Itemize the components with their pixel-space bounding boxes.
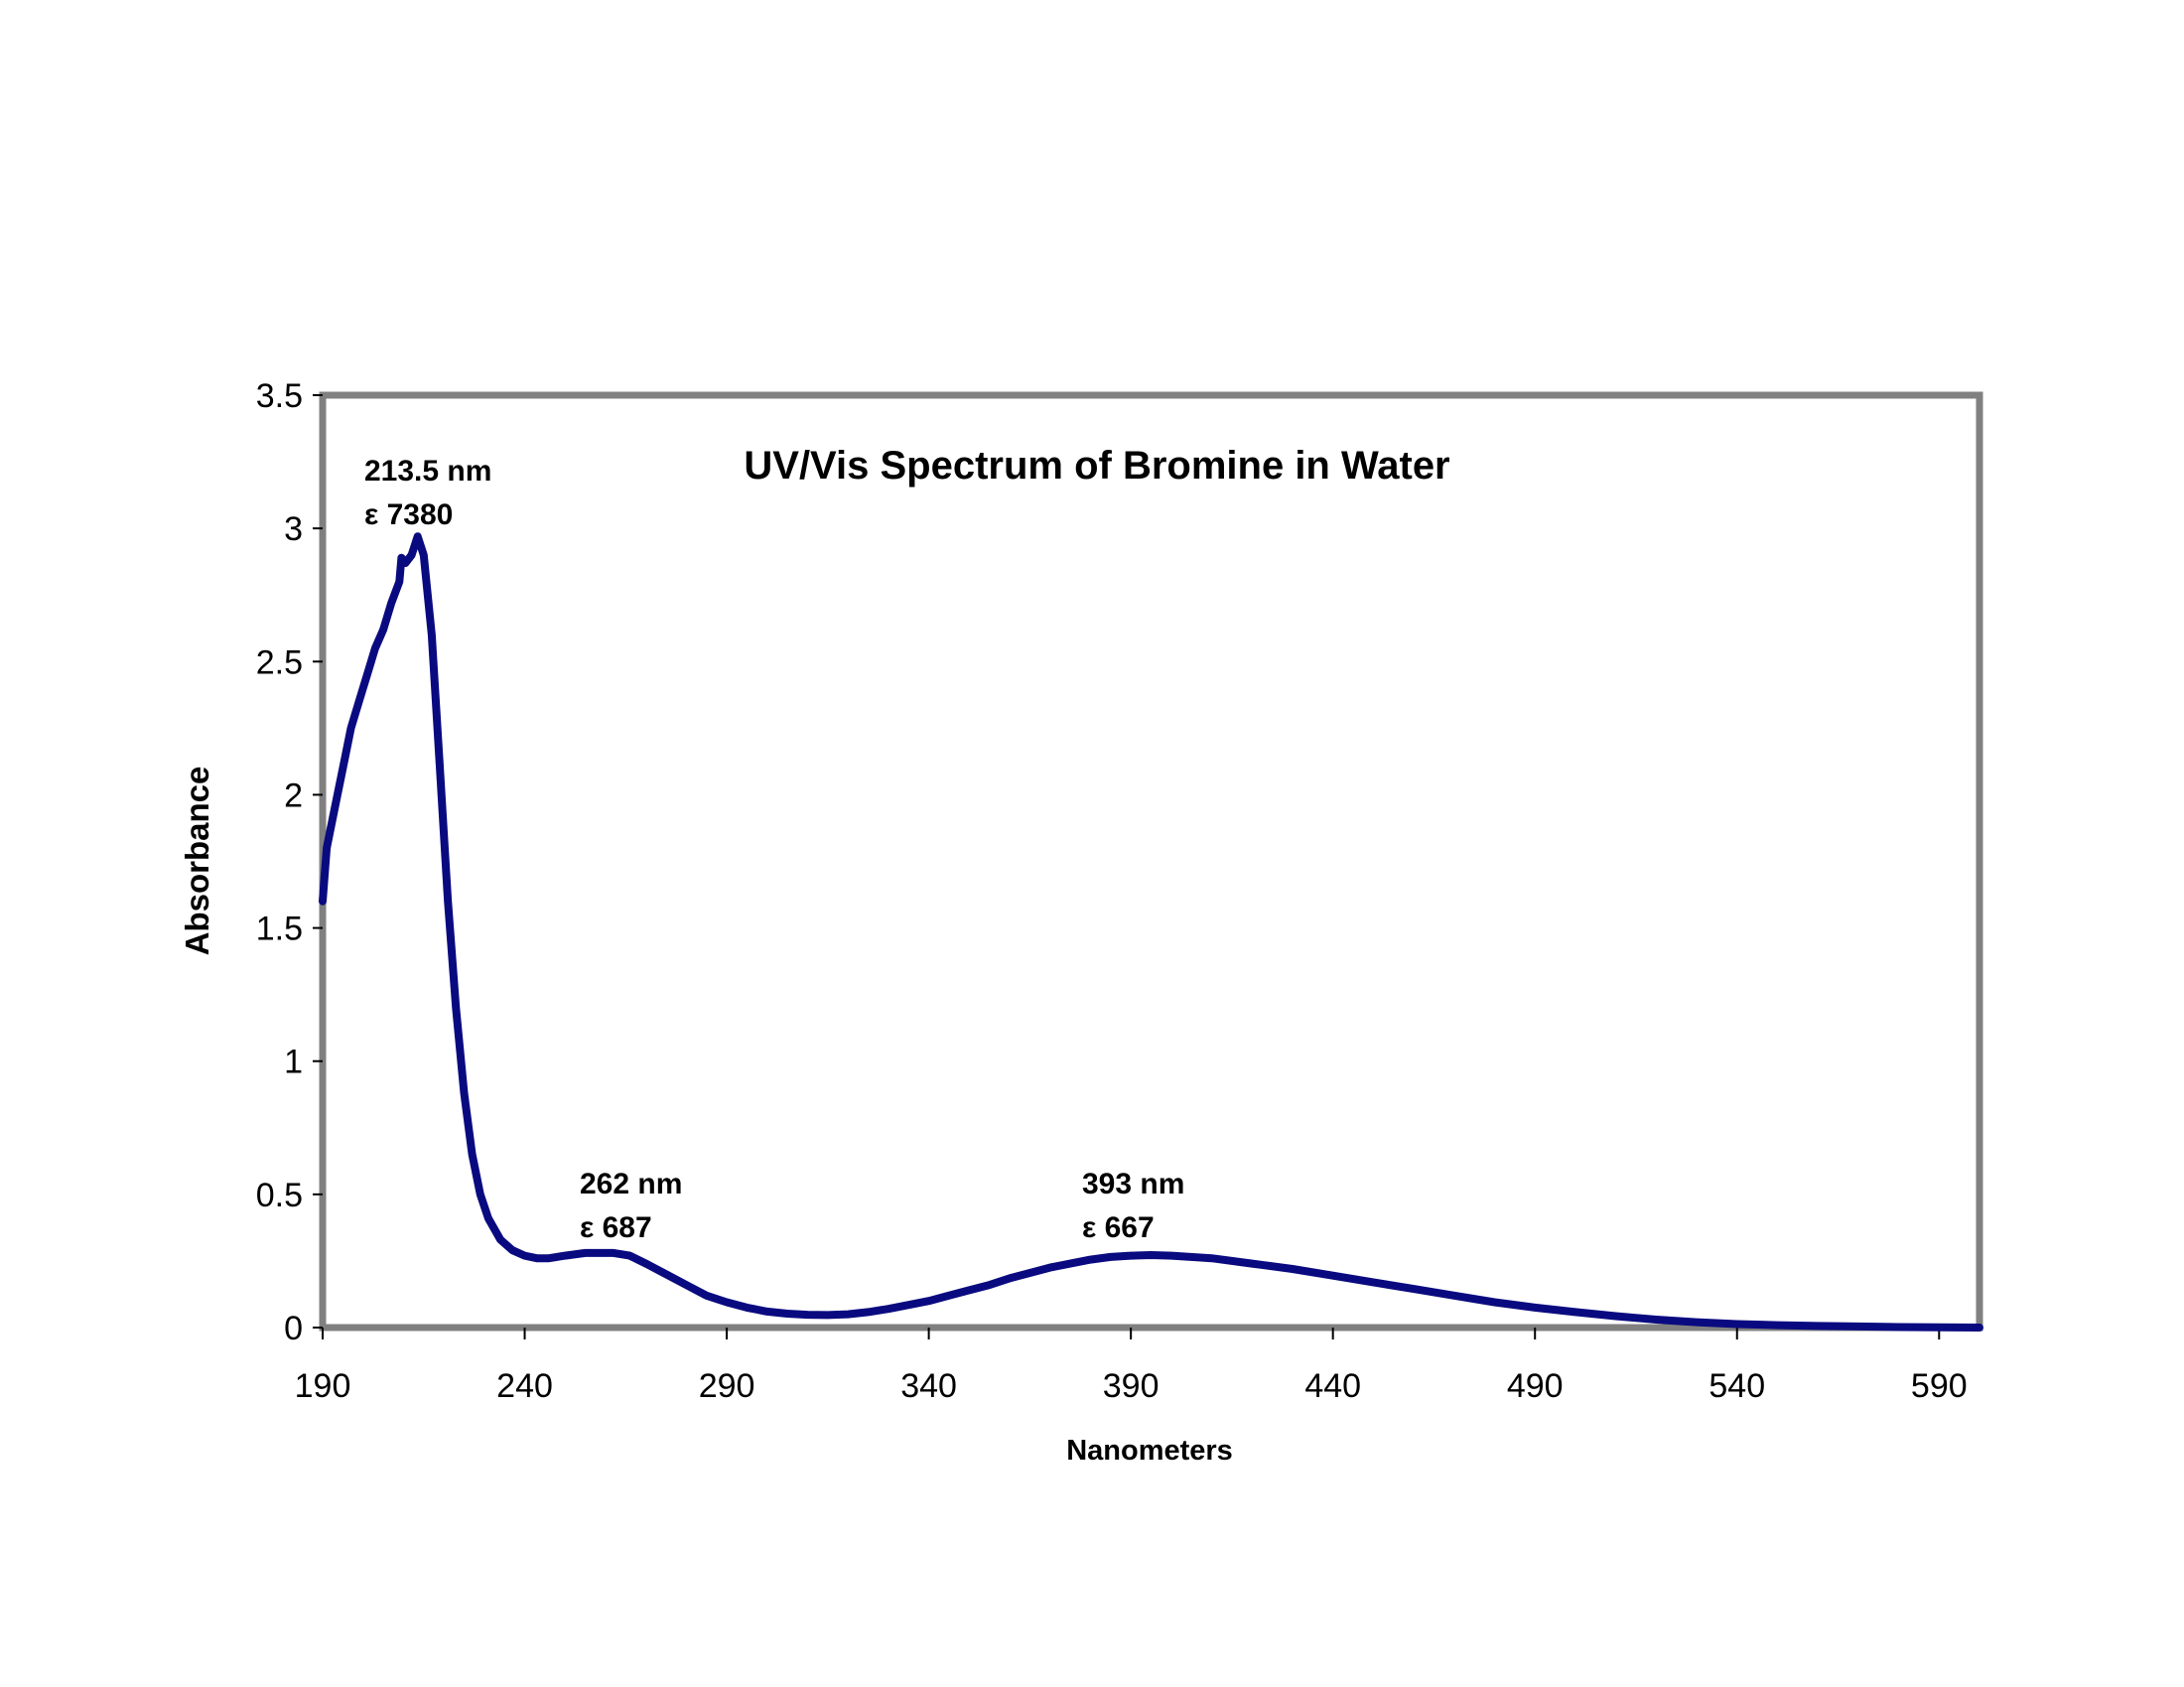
annotation-peak-3-wavelength: 393 nm [1082, 1168, 1184, 1200]
y-tick-label: 1 [284, 1044, 303, 1081]
x-tick-label: 340 [900, 1367, 957, 1405]
y-axis-label: Absorbance [179, 767, 215, 956]
x-tick-label: 540 [1708, 1367, 1765, 1405]
y-tick-label: 0.5 [256, 1177, 303, 1214]
x-tick-label: 190 [295, 1367, 351, 1405]
y-tick-label: 1.5 [256, 911, 303, 948]
x-axis-label: Nanometers [1066, 1435, 1233, 1467]
annotation-peak-1-wavelength: 213.5 nm [364, 455, 491, 488]
annotation-peak-2-wavelength: 262 nm [580, 1168, 682, 1200]
chart-title: UV/Vis Spectrum of Bromine in Water [744, 444, 1449, 488]
annotation-peak-3-epsilon: ε 667 [1082, 1211, 1155, 1244]
annotation-peak-1-epsilon: ε 7380 [364, 498, 453, 531]
x-tick-label: 440 [1304, 1367, 1361, 1405]
y-tick-label: 3 [284, 510, 303, 548]
spectrum-line [319, 532, 1983, 1332]
annotation-peak-2-epsilon: ε 687 [580, 1211, 652, 1244]
x-tick-label: 590 [1911, 1367, 1968, 1405]
y-tick-label: 2 [284, 776, 303, 814]
x-tick-label: 490 [1507, 1367, 1564, 1405]
plot-frame [319, 391, 1983, 1332]
y-tick-label: 3.5 [256, 377, 303, 415]
y-tick-label: 2.5 [256, 643, 303, 681]
x-tick-label: 240 [496, 1367, 553, 1405]
x-tick-label: 390 [1103, 1367, 1160, 1405]
x-tick-label: 290 [699, 1367, 755, 1405]
y-tick-label: 0 [284, 1310, 303, 1347]
